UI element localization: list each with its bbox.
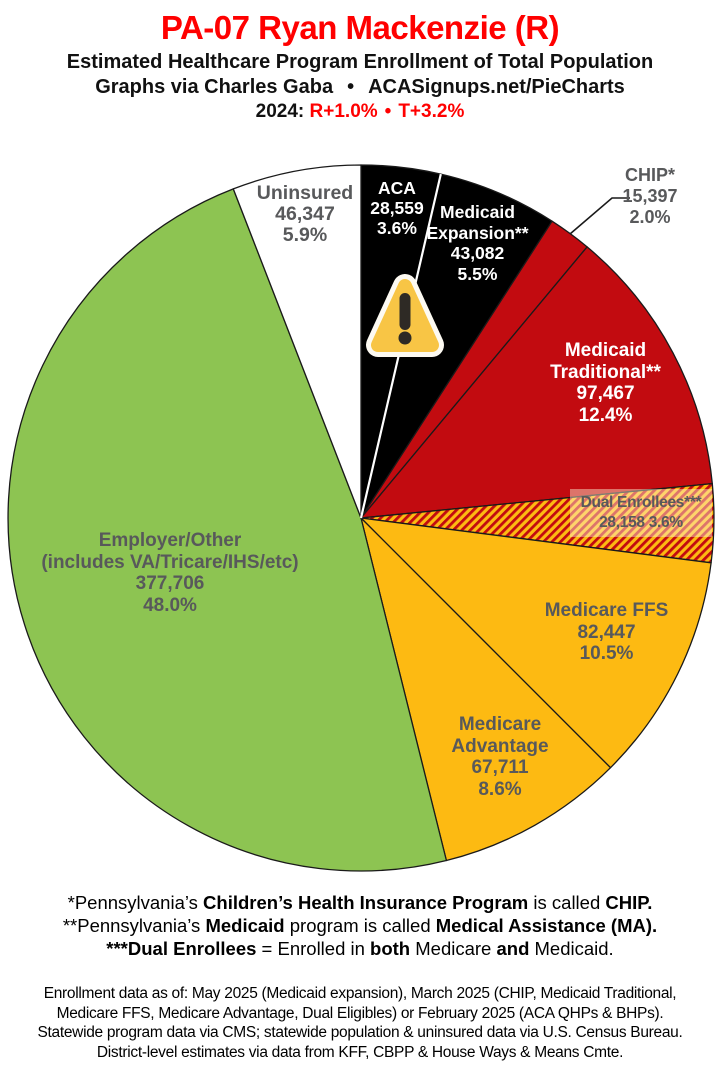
slice-percent: 8.6% (478, 778, 522, 800)
header: PA-07 Ryan Mackenzie (R) Estimated Healt… (0, 8, 720, 124)
slice-percent: 5.9% (282, 224, 328, 246)
warning-icon (366, 274, 444, 357)
label-aca: ACA 28,559 3.6% (337, 178, 457, 238)
label-uninsured: Uninsured 46,347 5.9% (235, 183, 375, 246)
source-line: Medicare FFS, Medicare Advantage, Dual E… (56, 1004, 664, 1022)
source-line: District-level estimates via data from K… (96, 1043, 624, 1061)
pie-slice-employer-other (7, 188, 448, 872)
slice-subname: (includes VA/Tricare/IHS/etc) (41, 551, 299, 573)
label-dual-enrollees: Dual Enrollees*** 28,158 3.6% (570, 489, 712, 537)
credit-site: ACASignups.net/PieCharts (368, 76, 625, 98)
slice-name: Uninsured (256, 182, 354, 204)
label-medicaid-traditional: Medicaid Traditional** 97,467 12.4% (518, 340, 693, 426)
source-line: Statewide program data via CMS; statewid… (37, 1024, 683, 1041)
slice-name: Medicare FFS (544, 600, 669, 621)
slice-enrollment: 46,347 (275, 203, 335, 225)
pie-chart-svg (7, 164, 715, 872)
partisan-trump-value: T+3.2% (398, 101, 465, 122)
slice-name: Employer/Other (98, 530, 242, 551)
bullet-separator: • (347, 76, 355, 98)
pie-chart: Uninsured 46,347 5.9% ACA 28,559 3.6% Me… (7, 164, 715, 872)
page-title: PA-07 Ryan Mackenzie (R) (160, 9, 560, 46)
credit-line: Graphs via Charles Gaba • ACASignups.net/P… (0, 75, 720, 100)
label-chip: CHIP* 15,397 2.0% (593, 165, 707, 228)
footnote-medicaid: **Pennsylvania’s Medicaid program is cal… (62, 915, 658, 936)
slice-percent: 3.6% (648, 514, 683, 531)
credit-author: Graphs via Charles Gaba (95, 76, 334, 98)
chip-leader-line (569, 197, 630, 235)
pie-slice-medicare-advantage (360, 517, 612, 862)
source-line: Enrollment data as of: May 2025 (Medicai… (43, 985, 677, 1002)
chart-subtitle: Estimated Healthcare Program Enrollment … (66, 51, 654, 73)
slice-enrollment: 43,082 (450, 243, 505, 263)
pie-slice-medicare-ffs (360, 517, 712, 769)
slice-name: ACA (378, 178, 416, 198)
slice-name: Medicare Advantage (451, 714, 549, 757)
partisan-lean-value: R+1.0% (309, 101, 378, 122)
footnote-chip: *Pennsylvania’s Children’s Health Insura… (67, 892, 653, 913)
slice-name: Dual Enrollees*** (580, 494, 702, 511)
slice-name: Medicaid Expansion** (426, 202, 529, 243)
partisan-lean-line: 2024: R+1.0% • T+3.2% (0, 100, 720, 124)
slice-enrollment: 97,467 (576, 383, 635, 404)
label-medicaid-expansion: Medicaid Expansion** 43,082 5.5% (400, 202, 555, 284)
bullet-separator: • (384, 101, 392, 122)
pie-slice-uninsured (232, 164, 362, 519)
label-medicare-advantage: Medicare Advantage 67,711 8.6% (432, 714, 568, 800)
slice-name: Medicaid Traditional** (550, 340, 661, 383)
slice-enrollment: 28,559 (370, 198, 424, 218)
slice-enrollment: 15,397 (622, 186, 678, 206)
slice-name: CHIP* (624, 165, 675, 185)
slice-values: 28,158 3.6% (570, 513, 712, 533)
data-source-note: Enrollment data as of: May 2025 (Medicai… (0, 984, 720, 1062)
slice-percent: 10.5% (579, 643, 634, 664)
slice-enrollment: 28,158 (599, 514, 645, 531)
footnotes: *Pennsylvania’s Children’s Health Insura… (0, 891, 720, 960)
slice-enrollment: 67,711 (471, 757, 529, 778)
slice-percent: 3.6% (377, 218, 417, 238)
label-medicare-ffs: Medicare FFS 82,447 10.5% (524, 600, 689, 665)
slice-percent: 12.4% (578, 404, 633, 426)
slice-enrollment: 377,706 (135, 573, 205, 594)
pie-slice-medicaid-traditional (360, 246, 713, 519)
slice-percent: 5.5% (457, 263, 498, 284)
slice-enrollment: 82,447 (577, 621, 636, 643)
slice-percent: 48.0% (143, 594, 197, 616)
partisan-year: 2024: (255, 101, 305, 122)
slice-percent: 2.0% (629, 207, 671, 227)
footnote-dual: ***Dual Enrollees = Enrolled in both Med… (106, 938, 614, 959)
label-employer-other: Employer/Other (includes VA/Tricare/IHS/… (14, 530, 326, 616)
